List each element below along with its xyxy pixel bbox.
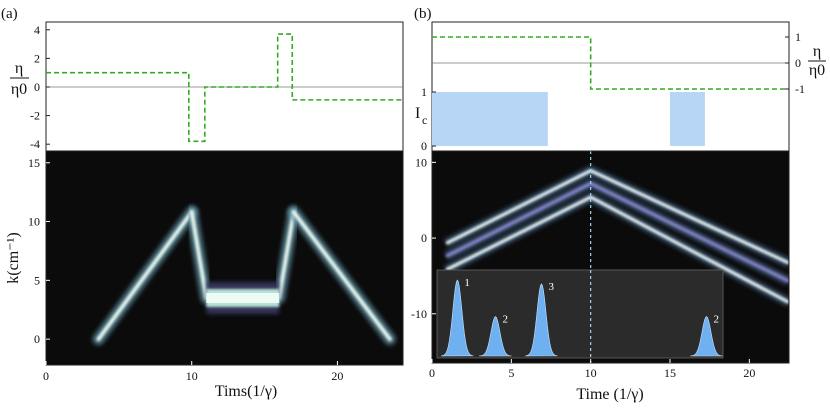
panel-b-ytick-label: 0 (421, 231, 427, 245)
panel-b-tag: (b) (414, 6, 432, 22)
panel-a-ylabel-den: η0 (11, 81, 27, 98)
panel-a-xlabel: Tims(1/γ) (215, 383, 278, 400)
panel-b-ic-bar (432, 92, 548, 146)
panel-b-ic-bar (670, 92, 705, 146)
panel-a-tag: (a) (1, 6, 18, 22)
panel-a-top-frame (45, 21, 404, 152)
panel-b-inset-peak-label: 2 (502, 313, 508, 325)
panel-b-xtick-label: 5 (508, 366, 514, 380)
panel-a-ylabel-num: η (15, 60, 23, 77)
panel-b-ytick-label: -10 (411, 307, 427, 321)
panel-b-ic-tick-label: 1 (421, 85, 427, 99)
panel-a-ytick-label: 10 (28, 215, 40, 229)
panel-b-ic-label: I (415, 105, 420, 122)
panel-a-trajectory-core (96, 210, 194, 342)
panel-b-heatmap-frame (431, 150, 790, 364)
panel-b-inset-peak-label: 1 (464, 277, 470, 289)
panel-a-ytick-label: 5 (34, 273, 40, 287)
panel-a-plateau-core (206, 292, 280, 303)
panel-b-xtick-label: 10 (585, 366, 597, 380)
panel-b-xtick-label: 15 (664, 366, 676, 380)
panel-b-eta-tick-label: 1 (795, 30, 801, 44)
panel-b-ylabel-den: η0 (809, 62, 825, 79)
panel-b-bottom: 1 2 3 2 0 5 10 15 20 10 0 -10 Time (1/γ) (411, 150, 790, 403)
panel-b-xtick-label: 0 (429, 366, 435, 380)
panel-b-xlabel: Time (1/γ) (576, 386, 643, 403)
panel-a-top-ytick-label: -4 (30, 137, 40, 151)
panel-a-trajectory-core (291, 210, 392, 342)
panel-b-inset (436, 269, 724, 359)
panel-a-xtick-label: 10 (186, 369, 198, 383)
panel-b-top: 1 0 -1 1 0 I c η η0 (415, 21, 826, 153)
panel-a-top-ytick-label: 2 (34, 51, 40, 65)
panel-a-top: 4 2 0 -2 -4 η η0 (10, 21, 404, 152)
panel-b-inset-peak (441, 279, 474, 357)
panel-a-ylabel: k(cm⁻¹) (5, 232, 22, 283)
panel-a-xtick-label: 0 (43, 369, 49, 383)
panel-a-eta-series (46, 33, 403, 143)
panel-b-ic-sub: c (422, 113, 427, 127)
panel-b-eta-series (432, 36, 789, 90)
panel-a-ytick-label: 15 (28, 156, 40, 170)
panel-b-ytick-label: 10 (415, 155, 427, 169)
panel-b-eta-tick-label: 0 (795, 56, 801, 70)
panel-b-eta-tick-label: -1 (795, 82, 805, 96)
panel-b-inset-peak (525, 283, 558, 357)
panel-a-trajectory-core (189, 210, 209, 300)
panel-a-heatmap-frame (45, 150, 404, 366)
panel-a-trajectory-core (277, 210, 296, 300)
panel-b-inset-peak (690, 316, 723, 357)
panel-b-xtick-label: 20 (743, 366, 755, 380)
panel-a-ytick-label: 0 (34, 332, 40, 346)
panel-b-inset-peak-label: 3 (548, 281, 554, 293)
panel-a-top-ytick-label: 0 (34, 80, 40, 94)
panel-b-inset-peak (479, 316, 512, 357)
panel-b-ylabel-num: η (813, 43, 821, 60)
panel-b-ic-tick-label: 0 (421, 139, 427, 153)
panel-a-bottom: 0 10 20 0 5 10 15 Tims(1/γ) k(cm⁻¹) (5, 150, 404, 400)
panel-a-xtick-label: 20 (331, 369, 343, 383)
panel-b-inset-peak-label: 2 (713, 313, 719, 325)
panel-a-top-ytick-label: -2 (30, 109, 40, 123)
panel-b-trajectory-3 (445, 195, 789, 304)
panel-a-top-ytick-label: 4 (34, 23, 40, 37)
